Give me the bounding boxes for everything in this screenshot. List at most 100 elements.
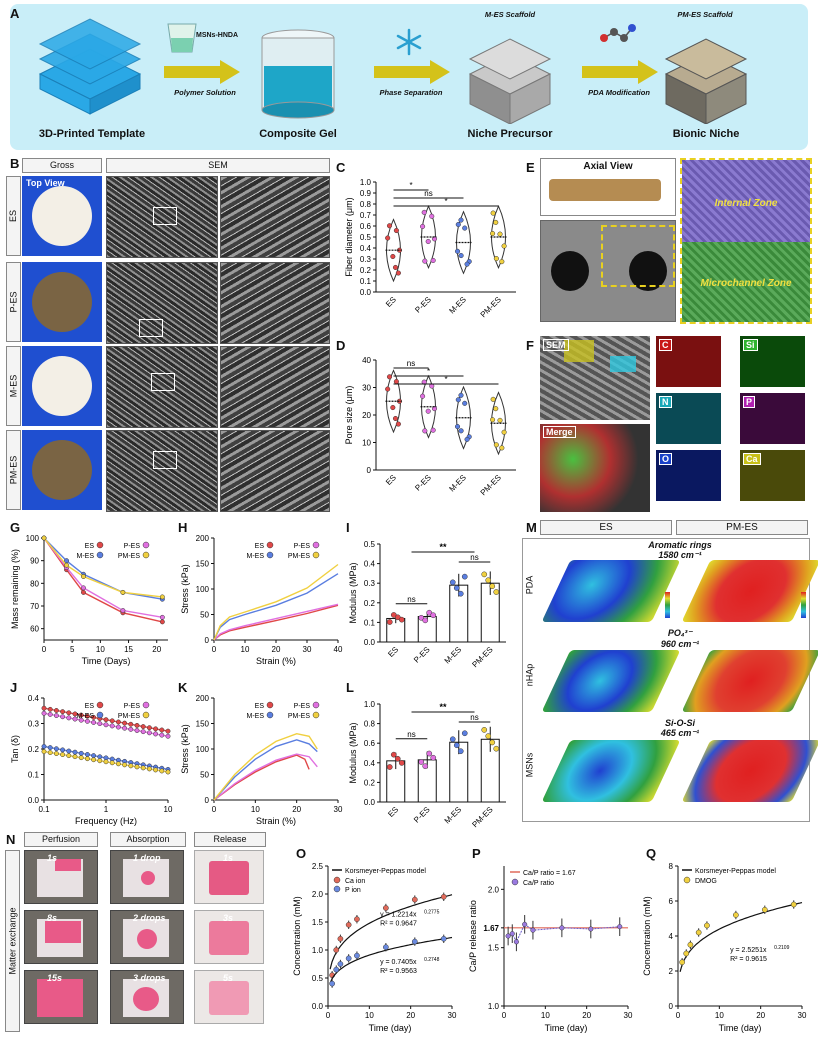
data-point	[383, 944, 389, 951]
y-tick-label: 200	[196, 534, 210, 543]
x-axis-label: Time (day)	[719, 1023, 762, 1033]
data-point	[134, 722, 140, 728]
model-curve	[329, 936, 453, 984]
data-point	[383, 905, 389, 911]
msn-label: MSNs-HNDA	[196, 32, 238, 39]
data-point	[146, 725, 152, 731]
y-tick-label: 0.3	[364, 579, 376, 588]
model-curve	[329, 894, 453, 970]
data-point	[103, 759, 109, 765]
scaffold-disk	[32, 356, 92, 416]
data-point	[84, 713, 90, 719]
r-squared-text: R² = 0.9563	[380, 968, 417, 975]
data-point	[337, 935, 344, 942]
bionic-niche-image	[664, 38, 748, 124]
sem-low-p-es	[106, 262, 218, 344]
panel-label-o: O	[296, 846, 307, 861]
bar-point	[426, 609, 433, 616]
data-point	[72, 749, 78, 755]
legend-marker	[333, 876, 341, 884]
perfusion-photo-2: 8s	[24, 910, 98, 964]
legend-label: M-ES	[77, 713, 95, 720]
violin-point	[421, 209, 427, 215]
violin-point	[429, 213, 435, 219]
data-point	[146, 730, 152, 736]
data-point	[84, 756, 90, 762]
data-point	[91, 753, 97, 759]
chart-o-ion-release: 0.0 0.5 1.0 1.5 2.0 2.5 Concentration (mM) 0 10 2…	[292, 862, 457, 1033]
bar-point	[449, 736, 456, 743]
raman-header-es: ES	[540, 520, 672, 535]
violin-point	[458, 428, 464, 434]
x-category-label: M-ES	[447, 295, 468, 316]
y-axis-label: Mass remaining (%)	[10, 549, 20, 629]
x-tick-label: 40	[334, 645, 343, 654]
data-point	[617, 924, 623, 930]
x-tick-label: 10	[251, 805, 260, 814]
legend-label: P ion	[345, 887, 361, 894]
violin-point	[493, 219, 499, 225]
y-tick-label: 1.0	[364, 700, 376, 709]
x-category-label: M-ES	[443, 805, 464, 826]
data-point	[103, 717, 109, 723]
legend-label: ES	[255, 703, 265, 710]
bar-point	[390, 751, 397, 758]
data-point	[704, 922, 710, 929]
data-point	[60, 714, 66, 720]
y-tick-label: 0.2	[364, 778, 376, 787]
data-point	[440, 935, 447, 942]
panel-label-p: P	[472, 846, 481, 861]
data-point	[41, 535, 47, 541]
release-photo-2: 3s	[194, 910, 264, 964]
violin-shape	[491, 204, 506, 270]
violin-point	[490, 210, 496, 216]
panel-label-d: D	[336, 338, 346, 353]
bar-point	[422, 617, 429, 624]
y-tick-label: 100	[196, 585, 210, 594]
data-point	[91, 757, 97, 763]
x-category-label: M-ES	[447, 473, 468, 494]
bar-point	[418, 759, 425, 765]
bar-point	[453, 742, 460, 749]
bar-point	[485, 577, 492, 584]
data-point	[140, 765, 146, 771]
data-point	[761, 906, 768, 913]
data-point	[695, 929, 702, 936]
data-point	[153, 726, 159, 732]
legend-label: Ca/P ratio = 1.67	[523, 870, 576, 877]
legend-label: M-ES	[247, 553, 265, 560]
sem-high-m-es	[220, 346, 330, 428]
data-point	[337, 961, 344, 967]
y-axis-label: Modulus (MPa)	[348, 562, 358, 623]
y-tick-label: 0.7	[360, 211, 372, 220]
legend-label: Korsmeyer-Peppas model	[695, 868, 776, 875]
raman-header-pm-es: PM-ES	[676, 520, 808, 535]
legend-marker	[511, 878, 519, 886]
y-tick-label: 1.5	[488, 944, 500, 953]
scaffold-disk	[32, 272, 92, 332]
y-tick-label: 2.0	[488, 885, 500, 894]
panel-label-q: Q	[646, 846, 657, 861]
y-tick-label: 0.9	[360, 189, 372, 198]
x-tick-label: 10	[164, 805, 173, 814]
legend-marker	[96, 541, 104, 549]
x-tick-label: 30	[448, 1011, 457, 1020]
y-tick-label: 0.6	[360, 222, 372, 231]
x-axis-label: Time (day)	[369, 1023, 412, 1033]
panel-label-e: E	[526, 160, 535, 175]
perfusion-photo-1: 1s	[24, 850, 98, 904]
legend-marker	[96, 711, 104, 719]
x-tick-label: 0	[212, 805, 217, 814]
data-point	[81, 574, 86, 579]
series-line	[213, 604, 339, 641]
y-axis-label: Stress (kPa)	[180, 564, 190, 614]
violin-point	[497, 231, 503, 237]
niche-precursor-image	[468, 38, 552, 124]
y-tick-label: 0.5	[364, 540, 376, 549]
stage-template-label: 3D-Printed Template	[38, 128, 146, 140]
violin-point	[462, 400, 468, 406]
data-point	[159, 614, 165, 620]
data-point	[146, 766, 152, 772]
x-axis-label: Time (Days)	[82, 656, 131, 666]
raman-row-msns: MSNs	[524, 752, 535, 778]
